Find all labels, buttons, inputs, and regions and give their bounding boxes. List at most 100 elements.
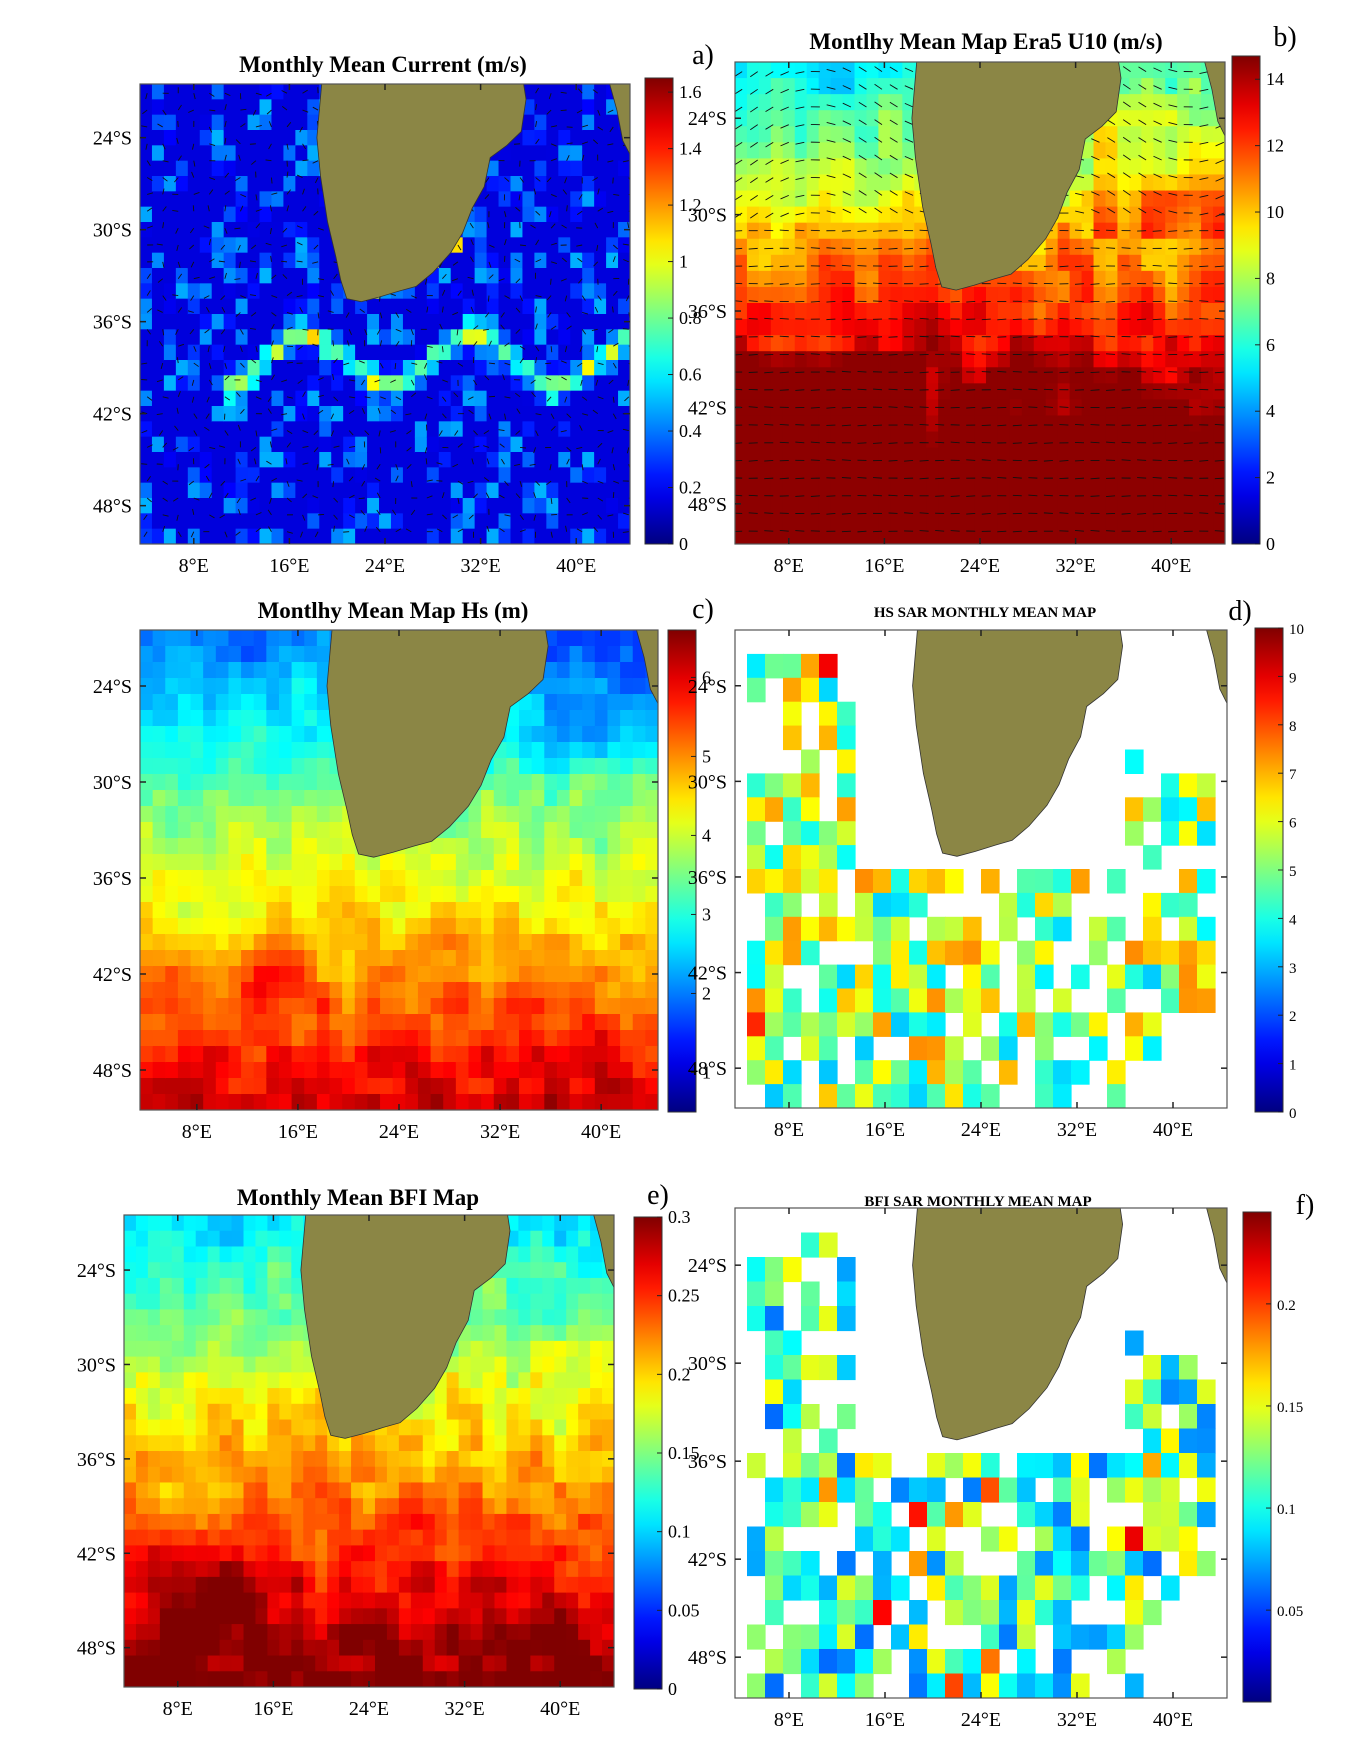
field-cell (1021, 335, 1035, 352)
field-cell (1009, 286, 1023, 304)
vector-arrow (176, 514, 179, 521)
field-cell (806, 335, 820, 352)
field-cell (1165, 126, 1178, 144)
field-cell (570, 436, 583, 453)
vector-arrow (857, 336, 867, 338)
vector-arrow (1059, 512, 1069, 514)
field-cell (1201, 142, 1214, 160)
field-cell (818, 431, 832, 449)
field-cell (331, 344, 344, 361)
field-cell (354, 1078, 369, 1095)
vector-arrow (204, 426, 210, 431)
field-cell (271, 329, 285, 346)
field-cell (266, 966, 280, 983)
vector-arrow (826, 192, 836, 196)
field-cell (241, 950, 255, 967)
vector-arrow (424, 278, 428, 285)
field-cell (278, 838, 293, 855)
field-cell (914, 270, 928, 288)
field-cell (247, 314, 261, 331)
field-cell (770, 479, 784, 497)
colorbar-tick-label: 0.2 (679, 478, 702, 498)
field-cell (558, 498, 572, 515)
vector-arrow (1106, 441, 1116, 444)
field-cell (343, 528, 356, 544)
field-cell (177, 966, 192, 983)
field-cell (1057, 511, 1071, 529)
field-cell (177, 1030, 192, 1047)
field-cell (962, 527, 975, 544)
field-cell (1141, 431, 1155, 449)
field-cell (546, 528, 560, 544)
vector-arrow (594, 306, 599, 313)
field-cell (1105, 222, 1119, 240)
vector-arrow (535, 210, 541, 216)
field-cell (450, 498, 464, 515)
vector-arrow (426, 479, 433, 482)
field-cell (1213, 286, 1225, 304)
land-africa (316, 84, 527, 303)
field-cell (1045, 447, 1059, 465)
field-cell (522, 390, 536, 407)
field-cell (770, 270, 784, 288)
field-cell (187, 252, 201, 269)
vector-arrow (395, 528, 402, 533)
field-cell (235, 268, 249, 285)
field-cell (1177, 142, 1190, 160)
field-cell (379, 498, 392, 515)
chart-svg: 8°E 16°E 24°E 32°E 40°E24°S30°S36°S42°S48°SM… (93, 594, 714, 1143)
vector-arrow (1199, 353, 1209, 356)
field-cell (1189, 431, 1202, 449)
vector-arrow (779, 335, 789, 338)
field-cell (175, 222, 189, 239)
field-cell (259, 452, 273, 469)
field-cell (1069, 415, 1083, 433)
field-cell (498, 528, 512, 544)
field-cell (215, 982, 230, 999)
vector-arrow (281, 379, 288, 383)
y-tick-label: 24°S (93, 128, 132, 150)
field-cell (890, 126, 904, 144)
vector-arrow (935, 389, 945, 391)
field-cell (950, 415, 963, 433)
field-cell (187, 191, 201, 208)
vector-arrow (488, 362, 495, 365)
field-cell (1117, 286, 1131, 304)
vector-arrow (1012, 442, 1022, 444)
field-cell (259, 375, 273, 392)
vector-arrow (888, 353, 898, 356)
field-cell (152, 838, 167, 855)
vector-arrow (748, 265, 758, 268)
vector-arrow (208, 379, 213, 386)
field-cell (1129, 415, 1143, 433)
vector-arrow (1153, 102, 1162, 108)
vector-arrow (1152, 336, 1162, 338)
field-cell (1165, 383, 1178, 401)
field-cell (842, 511, 856, 529)
field-cell (974, 511, 987, 529)
field-cell (997, 351, 1011, 369)
vector-arrow (826, 353, 836, 355)
field-cell (985, 495, 999, 513)
vector-arrow (874, 154, 883, 161)
vector-arrow (1043, 406, 1053, 408)
field-cell (818, 463, 832, 481)
field-cell (343, 298, 356, 315)
field-cell (1201, 527, 1214, 544)
vector-arrow (158, 430, 164, 436)
field-cell (582, 145, 595, 162)
field-cell (450, 482, 464, 499)
vector-arrow (269, 228, 272, 235)
field-cell (283, 436, 297, 453)
field-cell (380, 934, 394, 951)
field-cell (854, 319, 868, 336)
field-cell (462, 406, 476, 423)
field-cell (962, 511, 975, 529)
field-cell (291, 710, 306, 727)
field-cell (806, 206, 820, 224)
field-cell (842, 158, 856, 176)
field-cell (152, 902, 167, 919)
field-cell (985, 399, 999, 417)
field-cell (534, 452, 548, 469)
field-cell (278, 854, 293, 871)
